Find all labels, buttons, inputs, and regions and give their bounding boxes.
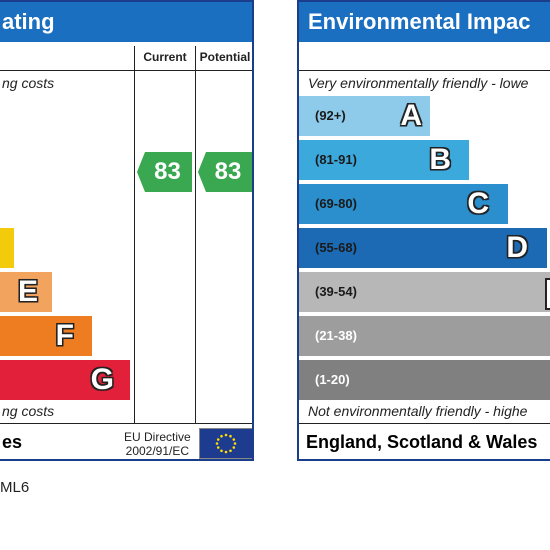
env-band-b-range: (81-91) bbox=[315, 152, 357, 167]
env-band-e-range: (39-54) bbox=[315, 284, 357, 299]
env-band-g-range: (1-20) bbox=[315, 372, 350, 387]
energy-band-d bbox=[0, 228, 14, 268]
current-rating-arrow: 83 bbox=[137, 152, 192, 192]
energy-band-f: F bbox=[0, 316, 92, 356]
directive-line-2: 2002/91/EC bbox=[125, 444, 190, 458]
env-band-f-range: (21-38) bbox=[315, 328, 357, 343]
env-band-f: (21-38) bbox=[299, 316, 550, 356]
header-divider bbox=[0, 70, 252, 71]
env-band-e: (39-54) bbox=[299, 272, 550, 312]
env-band-d-range: (55-68) bbox=[315, 240, 357, 255]
env-band-c: (69-80) C bbox=[299, 184, 508, 224]
env-band-c-letter: C bbox=[467, 187, 489, 220]
env-band-b-letter: B bbox=[429, 143, 451, 176]
environmental-impact-panel: Environmental Impac Very environmentally… bbox=[297, 0, 550, 461]
energy-top-note: ng costs bbox=[2, 75, 55, 91]
env-band-d: (55-68) D bbox=[299, 228, 547, 268]
current-rating-value: 83 bbox=[154, 158, 181, 185]
current-rating-arrow-shape bbox=[137, 152, 192, 192]
environmental-top-note: Very environmentally friendly - lowe bbox=[308, 75, 529, 91]
environmental-panel-title: Environmental Impac bbox=[299, 2, 550, 42]
current-column-header: Current bbox=[143, 50, 187, 64]
env-footer-divider bbox=[299, 423, 550, 424]
env-band-d-letter: D bbox=[506, 231, 528, 264]
env-band-b: (81-91) B bbox=[299, 140, 469, 180]
energy-band-e: E bbox=[0, 272, 52, 312]
energy-band-g: G bbox=[0, 360, 130, 400]
env-band-a: (92+) A bbox=[299, 96, 430, 136]
env-band-g: (1-20) bbox=[299, 360, 550, 400]
eu-flag-icon bbox=[199, 428, 252, 459]
potential-rating-value: 83 bbox=[214, 158, 242, 185]
energy-band-g-letter: G bbox=[90, 363, 114, 396]
environmental-footer-text: England, Scotland & Wales bbox=[306, 432, 538, 452]
eu-stars-icon bbox=[215, 433, 237, 454]
directive-line-1: EU Directive bbox=[124, 430, 191, 444]
env-header-divider bbox=[299, 70, 550, 71]
potential-column-divider bbox=[195, 46, 196, 423]
potential-rating-arrow: 83 bbox=[198, 152, 252, 192]
energy-panel-title-text: ating bbox=[2, 9, 55, 34]
env-band-a-letter: A bbox=[400, 99, 422, 132]
potential-column-header: Potential bbox=[199, 50, 251, 64]
caption-text: ML6 bbox=[0, 479, 30, 496]
environmental-bottom-note: Not environmentally friendly - highe bbox=[308, 403, 528, 419]
energy-footer-text: es bbox=[2, 432, 23, 452]
footer-divider bbox=[0, 423, 252, 424]
current-column-divider bbox=[134, 46, 135, 423]
env-band-a-range: (92+) bbox=[315, 108, 346, 123]
energy-bottom-note: ng costs bbox=[2, 403, 55, 419]
potential-rating-arrow-shape bbox=[198, 152, 252, 192]
directive-text: EU Directive 2002/91/EC bbox=[124, 430, 191, 458]
energy-rating-panel: ating Current Potential ng costs E F G 8… bbox=[0, 0, 254, 461]
energy-band-f-letter: F bbox=[55, 319, 74, 352]
env-band-e-letter-edge bbox=[545, 278, 550, 310]
energy-panel-title: ating bbox=[0, 2, 252, 42]
environmental-panel-title-text: Environmental Impac bbox=[308, 9, 531, 34]
energy-band-e-letter: E bbox=[17, 275, 38, 308]
env-band-c-range: (69-80) bbox=[315, 196, 357, 211]
